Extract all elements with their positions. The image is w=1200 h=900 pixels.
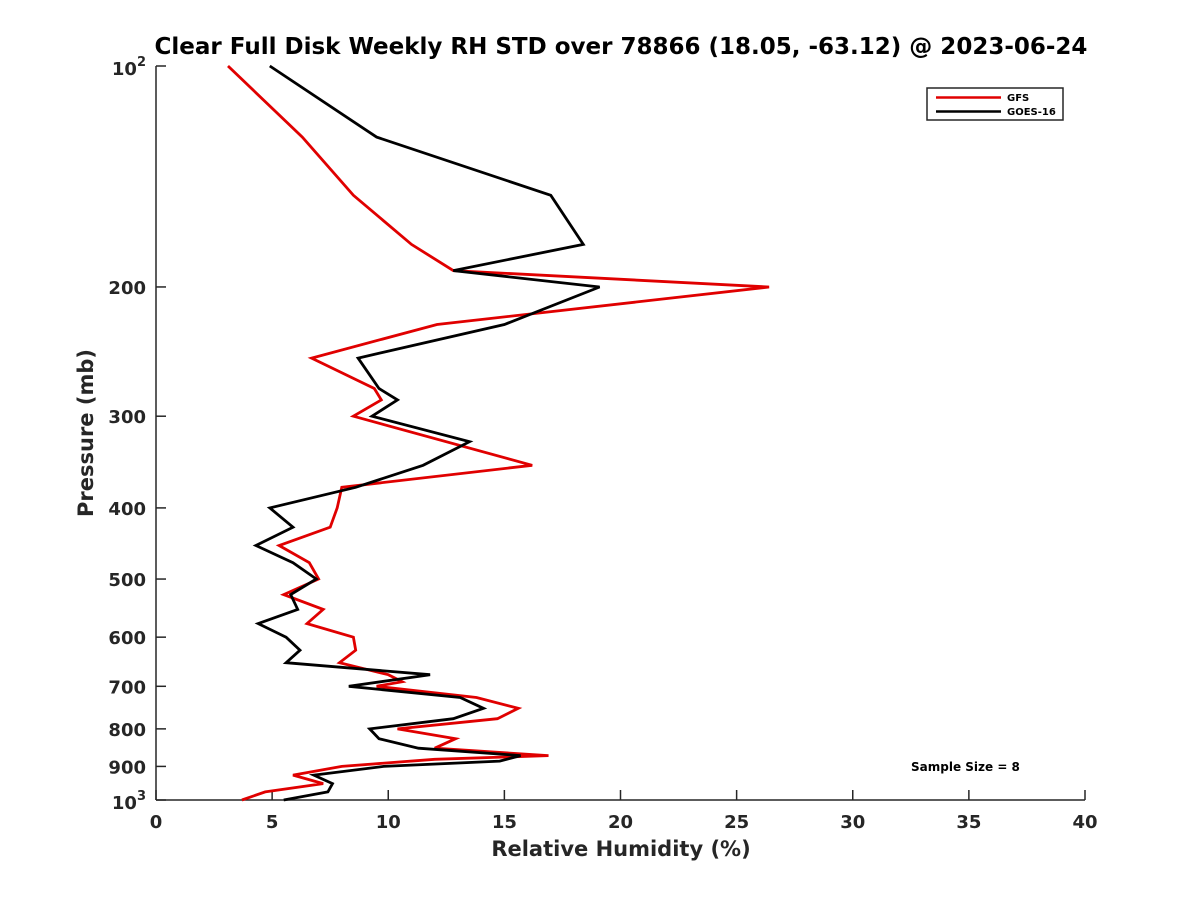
x-axis-label: Relative Humidity (%): [491, 837, 750, 861]
x-tick-label: 5: [266, 812, 279, 833]
y-tick-label-power: 103: [112, 789, 146, 814]
y-tick-label: 500: [108, 570, 146, 591]
y-tick-label: 200: [108, 278, 146, 299]
sample-size-annotation: Sample Size = 8: [911, 760, 1020, 774]
series-layer: [227, 64, 770, 802]
x-tick-label: 35: [956, 812, 981, 833]
legend: GFS GOES-16: [926, 87, 1064, 121]
series-line-gfs: [227, 64, 770, 802]
x-tick-label: 0: [150, 812, 163, 833]
y-tick-label: 300: [108, 407, 146, 428]
y-tick-label: 400: [108, 499, 146, 520]
y-axis-label: Pressure (mb): [74, 349, 98, 517]
x-tick-label: 40: [1072, 812, 1097, 833]
plot-area: 0 5 10 15 20 25 30 35 40 200 300 400 500 600 700 800 900…: [108, 55, 1097, 833]
x-tick-label: 25: [724, 812, 749, 833]
y-tick-label-power: 102: [112, 55, 146, 80]
x-tick-label: 10: [376, 812, 401, 833]
x-tick-label: 30: [840, 812, 865, 833]
x-tick-label: 15: [492, 812, 517, 833]
y-tick-label: 900: [108, 757, 146, 778]
series-line-goes16: [252, 64, 601, 802]
legend-label-gfs: GFS: [1007, 93, 1029, 104]
y-tick-label: 600: [108, 628, 146, 649]
y-tick-label: 800: [108, 720, 146, 741]
x-tick-label: 20: [608, 812, 633, 833]
y-tick-label: 700: [108, 677, 146, 698]
chart-title: Clear Full Disk Weekly RH STD over 78866…: [155, 34, 1088, 60]
legend-label-goes16: GOES-16: [1007, 107, 1056, 118]
legend-box: [926, 87, 1064, 121]
